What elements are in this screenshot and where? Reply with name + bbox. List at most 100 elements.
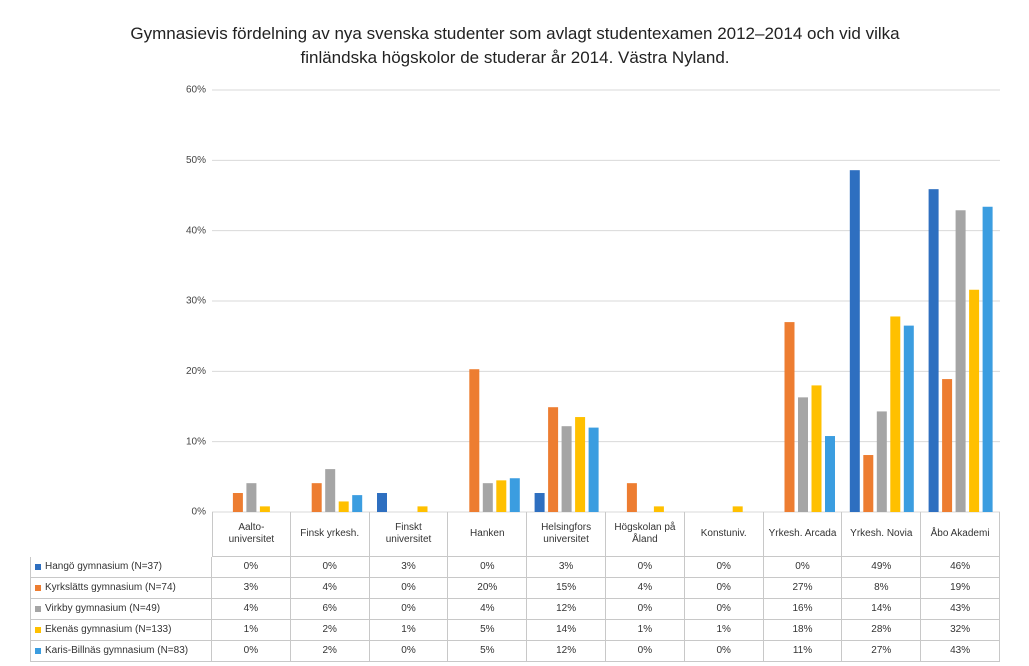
table-value: 16% — [763, 599, 843, 620]
bar — [496, 480, 507, 512]
table-value: 3% — [369, 557, 449, 578]
table-value: 0% — [369, 641, 449, 662]
table-value: 0% — [684, 599, 764, 620]
table-value: 5% — [448, 641, 528, 662]
y-tick-label: 20% — [186, 366, 206, 377]
table-value: 0% — [684, 578, 764, 599]
y-tick-label: 10% — [186, 436, 206, 447]
y-tick-label: 50% — [186, 155, 206, 166]
y-tick-label: 30% — [186, 296, 206, 307]
bar — [876, 411, 887, 512]
legend-label: Virkby gymnasium (N=49) — [45, 603, 161, 614]
bar — [482, 483, 493, 512]
table-value: 0% — [606, 557, 685, 578]
legend-key — [35, 627, 41, 633]
bar — [942, 379, 953, 512]
table-value: 14% — [527, 620, 606, 641]
bar — [825, 436, 835, 512]
bar — [982, 206, 993, 512]
table-value: 3% — [527, 557, 606, 578]
bar — [653, 506, 664, 512]
table-value: 0% — [369, 578, 449, 599]
table-value: 0% — [684, 557, 764, 578]
bar — [259, 506, 270, 512]
bar — [863, 455, 874, 512]
table-value: 0% — [606, 641, 685, 662]
bar — [417, 506, 428, 512]
table-value: 15% — [527, 578, 606, 599]
bar — [509, 478, 520, 512]
table-value: 46% — [921, 557, 1000, 578]
table-value: 1% — [684, 620, 764, 641]
table-value: 14% — [842, 599, 922, 620]
bar — [849, 170, 860, 512]
table-value: 8% — [842, 578, 922, 599]
legend-key — [35, 648, 41, 654]
legend-key — [35, 564, 41, 570]
table-value: 4% — [606, 578, 685, 599]
category-label: Högskolan på Åland — [606, 512, 685, 557]
table-value: 43% — [921, 599, 1000, 620]
bar — [232, 493, 243, 512]
table-value: 49% — [842, 557, 922, 578]
table-value: 5% — [448, 620, 528, 641]
legend-entry: Ekenäs gymnasium (N=133) — [30, 620, 212, 641]
table-value: 12% — [527, 641, 606, 662]
bar — [352, 495, 363, 512]
table-value: 3% — [212, 578, 291, 599]
bar — [325, 469, 336, 512]
legend-key — [35, 585, 41, 591]
table-value: 11% — [763, 641, 843, 662]
bar — [903, 325, 914, 512]
table-value: 19% — [921, 578, 1000, 599]
bar — [311, 483, 322, 512]
y-tick-label: 0% — [192, 507, 207, 518]
bar — [534, 493, 545, 512]
table-value: 12% — [527, 599, 606, 620]
table-value: 4% — [290, 578, 370, 599]
bar — [246, 483, 257, 512]
category-label: Åbo Akademi — [921, 512, 1000, 557]
legend-entry: Hangö gymnasium (N=37) — [30, 557, 212, 578]
legend-label: Kyrkslätts gymnasium (N=74) — [45, 582, 176, 593]
y-tick-label: 60% — [186, 85, 206, 96]
table-value: 2% — [290, 620, 370, 641]
table-value: 32% — [921, 620, 1000, 641]
bar — [784, 322, 795, 512]
bar — [588, 427, 599, 512]
table-value: 0% — [369, 599, 449, 620]
table-value: 4% — [212, 599, 291, 620]
bar — [377, 493, 387, 512]
table-value: 4% — [448, 599, 528, 620]
category-label: Yrkesh. Novia — [842, 512, 922, 557]
category-label: Helsingfors universitet — [527, 512, 606, 557]
table-value: 1% — [606, 620, 685, 641]
table-value: 0% — [606, 599, 685, 620]
table-value: 0% — [763, 557, 843, 578]
table-value: 2% — [290, 641, 370, 662]
legend-label: Hangö gymnasium (N=37) — [45, 561, 162, 572]
legend-entry: Virkby gymnasium (N=49) — [30, 599, 212, 620]
category-label: Yrkesh. Arcada — [763, 512, 843, 557]
table-value: 28% — [842, 620, 922, 641]
table-value: 0% — [684, 641, 764, 662]
category-label: Finskt universitet — [369, 512, 449, 557]
bar — [955, 210, 966, 512]
table-value: 43% — [921, 641, 1000, 662]
y-tick-label: 40% — [186, 225, 206, 236]
bar — [575, 417, 586, 512]
legend-entry: Kyrkslätts gymnasium (N=74) — [30, 578, 212, 599]
table-value: 18% — [763, 620, 843, 641]
table-value: 1% — [369, 620, 449, 641]
table-value: 0% — [212, 641, 291, 662]
bar — [732, 506, 743, 512]
table-value: 0% — [448, 557, 528, 578]
category-label: Konstuniv. — [684, 512, 764, 557]
bar — [469, 369, 480, 512]
table-value: 1% — [212, 620, 291, 641]
table-value: 0% — [212, 557, 291, 578]
table-value: 6% — [290, 599, 370, 620]
bar — [928, 189, 939, 513]
